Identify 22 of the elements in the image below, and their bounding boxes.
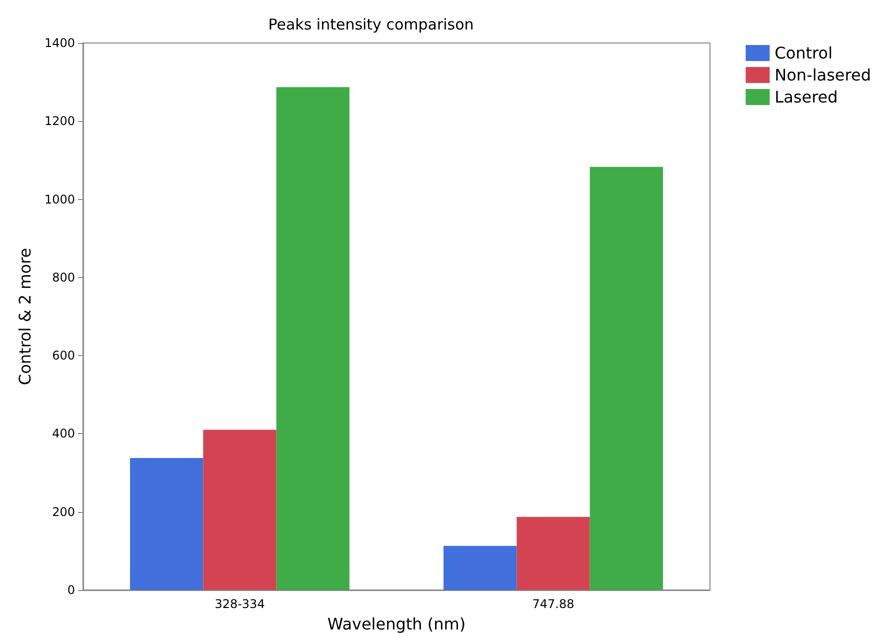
bar	[276, 87, 350, 590]
y-tick-label: 1000	[44, 192, 75, 206]
bar	[203, 430, 276, 590]
legend-label: Lasered	[774, 88, 838, 106]
x-tick-label: 747.88	[532, 597, 574, 611]
x-tick-label: 328-334	[214, 597, 265, 611]
bar	[444, 546, 517, 590]
chart-title: Peaks intensity comparison	[268, 16, 474, 34]
y-tick-label: 1200	[44, 114, 75, 128]
legend-label: Control	[774, 44, 833, 62]
y-tick-label: 1400	[44, 36, 75, 50]
bar	[590, 166, 663, 590]
x-axis-title: Wavelength (nm)	[327, 614, 466, 634]
y-tick-label: 400	[52, 426, 75, 441]
legend-label: Non-lasered	[774, 66, 871, 84]
y-axis-title: Control & 2 more	[16, 248, 34, 386]
bar	[130, 458, 204, 590]
y-tick-label: 0	[67, 583, 75, 597]
y-tick-label: 800	[52, 270, 75, 284]
bar	[516, 516, 590, 590]
y-tick-label: 200	[52, 504, 75, 519]
y-tick-label: 600	[52, 348, 75, 363]
